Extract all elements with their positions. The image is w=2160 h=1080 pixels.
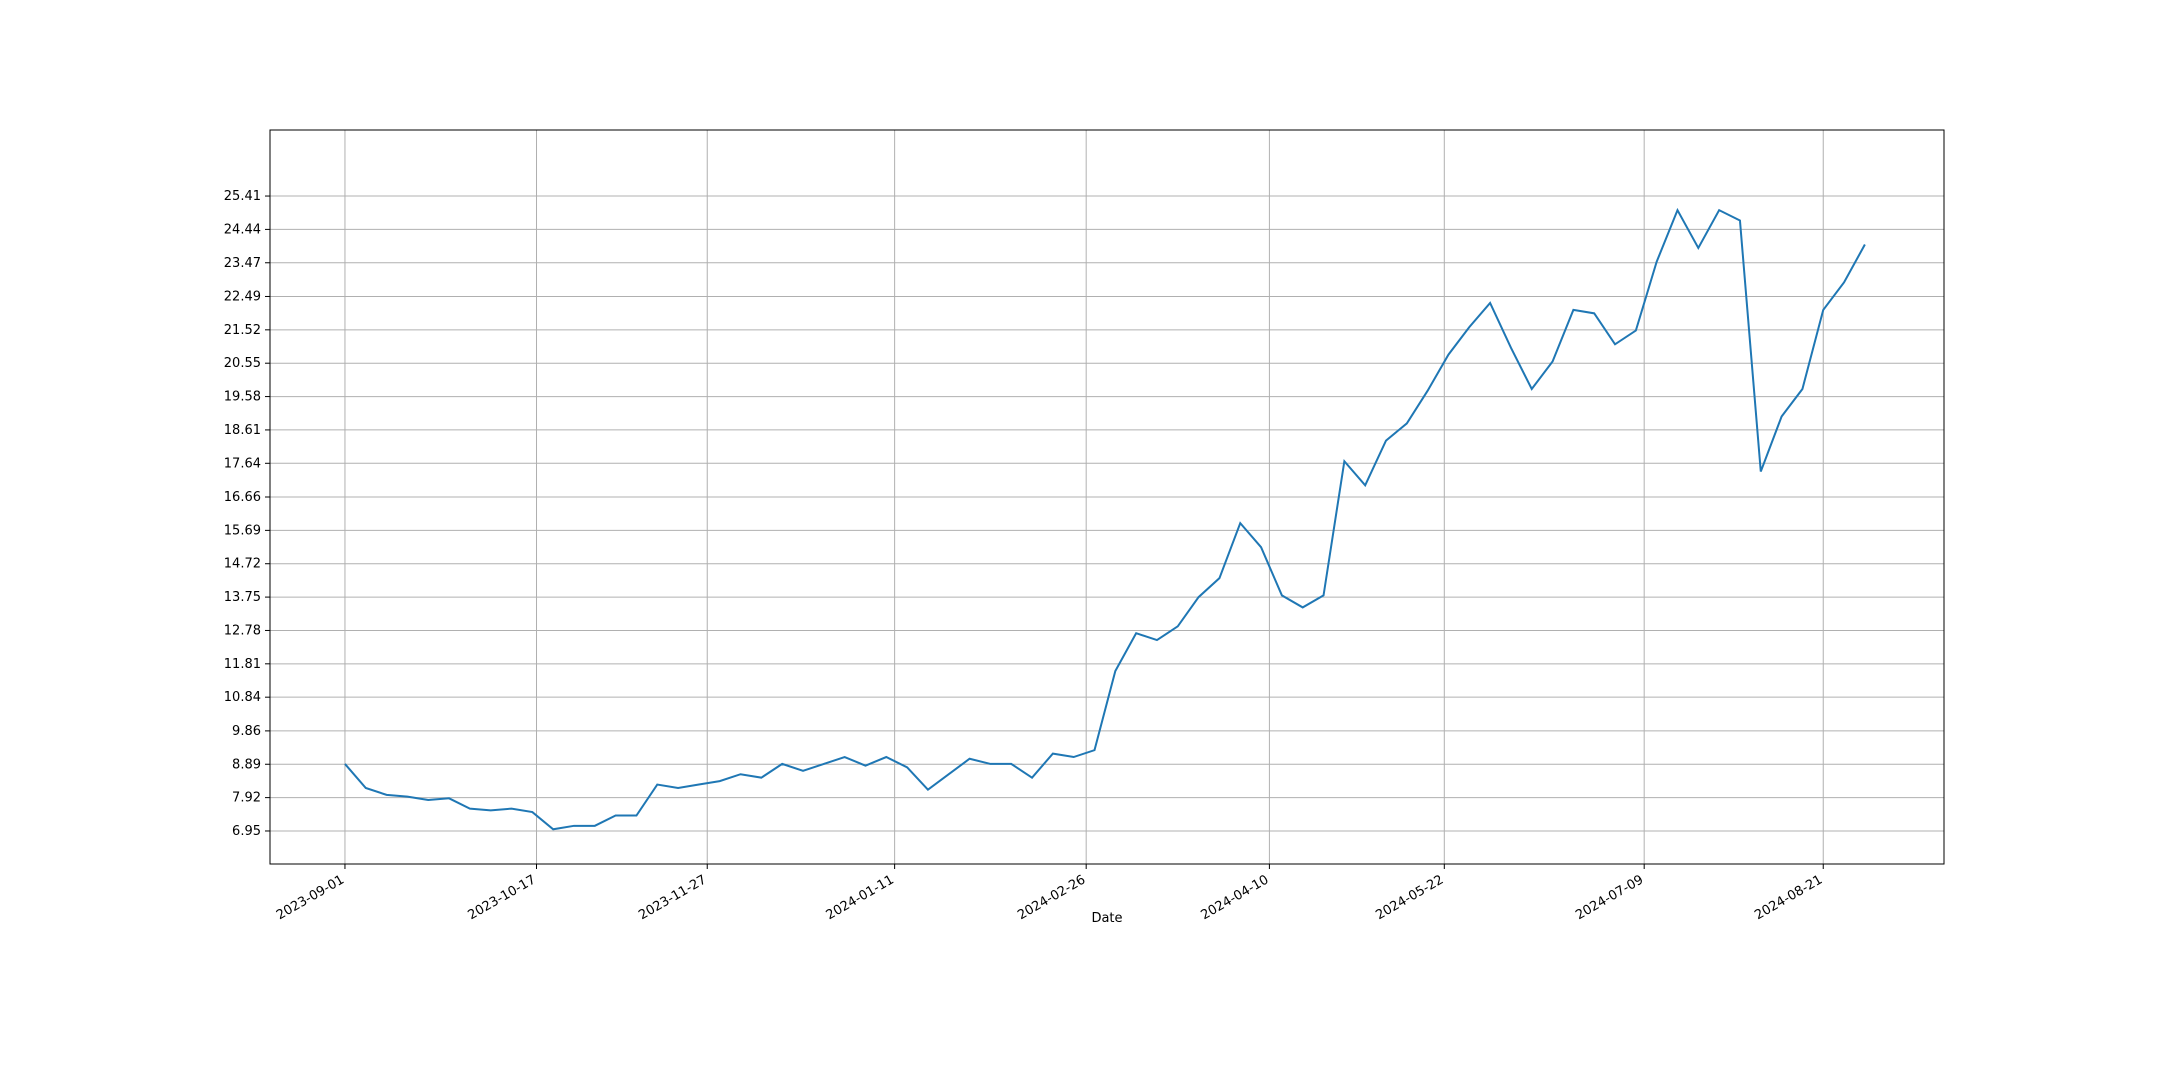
- x-axis-label: Date: [1091, 911, 1122, 926]
- y-tick-label: 22.49: [224, 289, 261, 304]
- x-tick-label: 2023-09-01: [274, 872, 347, 923]
- y-tick-label: 19.58: [224, 390, 261, 405]
- y-tick-label: 18.61: [224, 423, 261, 438]
- plot-frame: [269, 129, 1945, 865]
- y-tick-label: 10.84: [224, 690, 261, 705]
- y-tick-label: 8.89: [232, 757, 261, 772]
- y-tick-label: 16.66: [224, 490, 261, 505]
- x-tick-label: 2023-11-27: [636, 872, 709, 923]
- y-tick-label: 15.69: [224, 523, 261, 538]
- y-tick-label: 24.44: [224, 222, 261, 237]
- y-tick-label: 14.72: [224, 557, 261, 572]
- y-tick-label: 13.75: [224, 590, 261, 605]
- x-tick-label: 2024-05-22: [1373, 872, 1446, 923]
- y-tick-label: 12.78: [224, 623, 261, 638]
- y-tick-label: 20.55: [224, 356, 261, 371]
- y-tick-label: 17.64: [224, 456, 261, 471]
- x-tick-label: 2024-07-09: [1573, 872, 1646, 923]
- y-tick-label: 9.86: [232, 724, 261, 739]
- x-tick-label: 2024-04-10: [1198, 872, 1271, 923]
- line: [344, 207, 1866, 831]
- x-tick-label: 2024-08-21: [1752, 872, 1825, 923]
- x-tick-label: 2023-10-17: [466, 872, 539, 923]
- x-tick-label: 2024-01-11: [824, 872, 897, 923]
- x-tick-label: 2024-02-26: [1015, 872, 1088, 923]
- y-tick-label: 21.52: [224, 323, 261, 338]
- y-tick-label: 6.95: [232, 824, 261, 839]
- y-tick-label: 25.41: [224, 189, 261, 204]
- y-tick-label: 7.92: [232, 791, 261, 806]
- y-tick-label: 23.47: [224, 256, 261, 271]
- y-tick-label: 11.81: [224, 657, 261, 672]
